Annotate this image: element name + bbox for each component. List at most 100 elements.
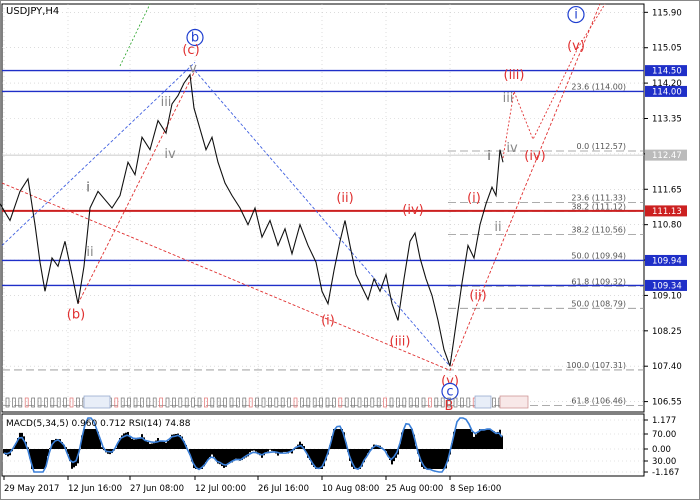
time-label-2: 27 Jun 08:00 <box>130 484 184 494</box>
session-mark-72 <box>466 397 471 408</box>
wave-label-19: (iii) <box>504 68 525 83</box>
axis-level-box-0 <box>645 65 687 77</box>
session-mark-60 <box>389 397 394 408</box>
price-series <box>0 73 504 367</box>
session-mark-46 <box>300 397 304 408</box>
session-mark-32 <box>210 397 215 408</box>
session-mark-50 <box>325 397 330 408</box>
wave-circle-24 <box>567 5 585 24</box>
session-mark-56 <box>364 397 368 408</box>
session-mark-28 <box>184 397 189 408</box>
wave-label-9: (iv) <box>402 203 423 218</box>
axis-level-box-5 <box>645 279 687 291</box>
fib-label-5: 50.0 (109.94) <box>571 251 626 260</box>
axis-tick-label-5: 111.65 <box>652 185 682 195</box>
axis-level-label-4: 109.94 <box>652 256 682 266</box>
session-mark-59 <box>383 397 387 408</box>
session-mark-25 <box>165 397 170 408</box>
trend-blue-lower <box>194 70 451 367</box>
fib-label-7: 50.0 (108.79) <box>571 299 626 308</box>
session-mark-4 <box>31 397 35 408</box>
session-mark-71 <box>460 397 464 408</box>
wave-label-18: ii <box>494 220 501 235</box>
session-box-2 <box>474 395 492 409</box>
wave-labels: b(c)viiiiviii(b)(ii)(iv)(i)(iii)(v)cB(i)… <box>67 5 585 414</box>
session-mark-38 <box>248 397 253 408</box>
axis-tick-label-10: 107.40 <box>652 362 682 372</box>
session-mark-31 <box>204 397 208 408</box>
session-mark-3 <box>24 397 29 408</box>
session-mark-44 <box>287 397 291 408</box>
axis-level-label-0: 114.50 <box>652 67 682 77</box>
ind-tick-label-2: 0.00 <box>652 445 671 455</box>
session-box-1 <box>83 395 111 409</box>
axis-tick-label-6: 110.80 <box>652 221 682 231</box>
session-mark-2 <box>18 397 23 408</box>
trend-lines <box>1 3 606 371</box>
indicator-series: 1.177 70.00 0.00 30.00-1.167 <box>2 416 679 478</box>
session-mark-64 <box>415 397 419 408</box>
wave-label-1: (c) <box>182 43 199 58</box>
session-mark-34 <box>223 397 227 408</box>
fib-label-4: 38.2 (110.56) <box>571 226 626 235</box>
session-mark-54 <box>351 397 355 408</box>
session-mark-58 <box>376 397 381 408</box>
fib-label-2: 23.6 (111.33) <box>571 194 626 203</box>
fib-label-8: 100.0 (107.31) <box>566 361 626 370</box>
wave-label-4: iv <box>164 147 176 162</box>
session-mark-57 <box>370 397 375 408</box>
fibonacci-levels: 23.6 (114.00)0.0 (112.57)23.6 (111.33)38… <box>2 82 644 406</box>
trend-red-channel <box>1 3 601 371</box>
axis-tick-label-11: 106.55 <box>652 398 682 408</box>
session-mark-76 <box>492 397 496 408</box>
indicator-title: MACD(5,34,5) 0.960 0.712 RSI(14) 74.88 <box>6 419 191 429</box>
wave-label-11: (iii) <box>390 334 411 349</box>
wave-label-7: (b) <box>67 307 85 322</box>
session-mark-66 <box>428 397 432 408</box>
session-mark-41 <box>268 397 272 408</box>
wave-label-14: B <box>445 399 454 414</box>
wave-label-8: (ii) <box>336 191 353 206</box>
wave-label-23: (v) <box>567 39 585 54</box>
session-mark-52 <box>338 397 343 408</box>
ind-tick-label-4: -1.167 <box>652 468 679 478</box>
ind-tick-label-0: 1.177 <box>652 416 676 426</box>
fib-label-6: 61.8 (109.32) <box>571 277 626 286</box>
rsi-line <box>3 417 503 473</box>
trend-blue-upper <box>1 61 196 246</box>
wave-label-5: i <box>86 180 90 195</box>
axis-level-label-3: 111.13 <box>652 207 682 217</box>
time-label-4: 26 Jul 16:00 <box>258 484 309 494</box>
trend-red-wave <box>77 70 196 304</box>
session-mark-17 <box>114 397 119 408</box>
wave-label-17: i <box>487 149 491 164</box>
wave-circle-0 <box>186 28 204 47</box>
wave-label-20: iii <box>503 91 514 106</box>
session-mark-39 <box>255 397 259 408</box>
axis-level-label-5: 109.34 <box>652 281 682 291</box>
indicator-panel <box>1 413 645 477</box>
wave-label-2: v <box>189 62 197 77</box>
session-mark-63 <box>408 397 413 408</box>
session-mark-40 <box>261 397 266 408</box>
session-mark-33 <box>216 397 221 408</box>
wave-label-22: (iv) <box>524 149 545 164</box>
session-mark-9 <box>63 397 67 408</box>
session-mark-19 <box>127 397 131 408</box>
session-mark-26 <box>172 397 176 408</box>
axis-level-label-1: 114.00 <box>652 87 682 97</box>
time-label-7: 8 Sep 16:00 <box>450 484 501 494</box>
chart-title: USDJPY,H4 <box>6 6 59 17</box>
session-mark-27 <box>178 397 183 408</box>
axis-tick-label-0: 115.90 <box>652 8 682 18</box>
session-mark-55 <box>357 397 362 408</box>
session-mark-43 <box>280 397 285 408</box>
session-mark-18 <box>120 397 125 408</box>
wave-circle-13 <box>441 382 459 400</box>
session-mark-10 <box>69 397 74 408</box>
axis-level-box-1 <box>645 85 687 97</box>
session-mark-61 <box>396 397 400 408</box>
session-mark-7 <box>50 397 55 408</box>
session-markers <box>5 395 529 409</box>
time-label-3: 12 Jul 00:00 <box>195 484 246 494</box>
